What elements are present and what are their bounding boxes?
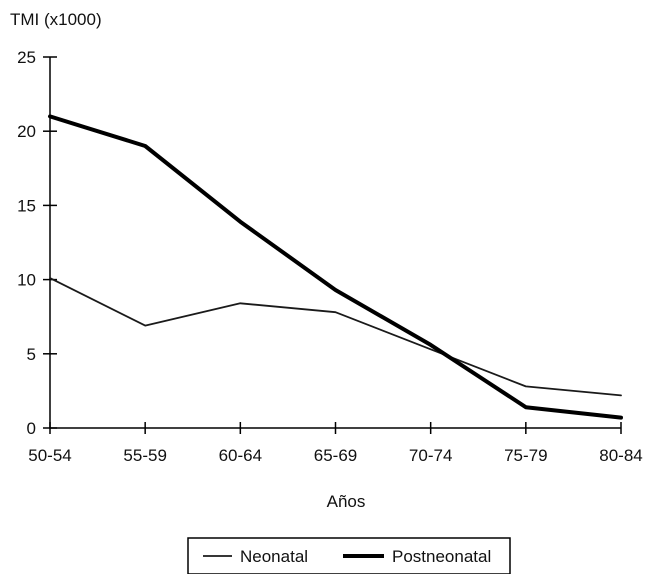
x-tick-label: 80-84 <box>599 446 642 465</box>
y-tick-label: 15 <box>17 196 36 215</box>
x-tick-label: 65-69 <box>314 446 357 465</box>
x-tick-label: 55-59 <box>123 446 166 465</box>
x-tick-label: 75-79 <box>504 446 547 465</box>
x-axis-title: Años <box>327 492 366 511</box>
y-tick-label: 20 <box>17 122 36 141</box>
x-tick-label: 60-64 <box>219 446 262 465</box>
series-layer <box>48 114 623 420</box>
y-tick-label: 0 <box>27 419 36 438</box>
y-tick-label: 25 <box>17 48 36 67</box>
x-tick-label: 70-74 <box>409 446 452 465</box>
y-tick-label: 5 <box>27 345 36 364</box>
series-line-neonatal <box>49 277 622 397</box>
series-line-postneonatal <box>48 114 623 420</box>
x-axis: 50-54 55-59 60-64 65-69 70-74 75-79 80-84 <box>28 422 643 465</box>
y-tick-label: 10 <box>17 271 36 290</box>
legend-label-neonatal: Neonatal <box>240 547 308 566</box>
y-axis-title: TMI (x1000) <box>10 10 102 29</box>
legend: Neonatal Postneonatal <box>187 537 511 574</box>
x-tick-label: 50-54 <box>28 446 71 465</box>
legend-label-postneonatal: Postneonatal <box>392 547 491 566</box>
y-axis: 0 5 10 15 20 25 <box>17 48 57 438</box>
